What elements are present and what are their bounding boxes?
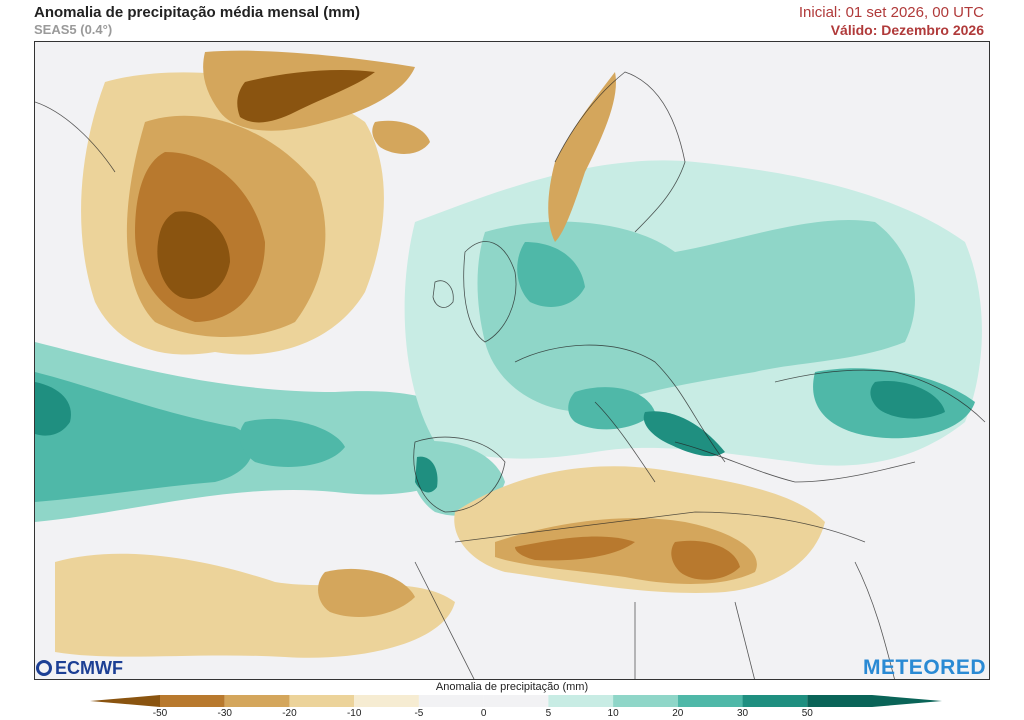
colorbar-segment xyxy=(742,695,808,707)
libya-dry-strong xyxy=(671,540,740,580)
colorbar-label: Anomalia de precipitação (mm) xyxy=(435,681,589,693)
initial-date: Inicial: 01 set 2026, 00 UTC xyxy=(798,4,984,21)
iceland-dry xyxy=(372,120,430,154)
balkans-wet xyxy=(643,411,725,457)
colorbar-tick-label: -20 xyxy=(282,708,297,719)
atlantic-dry-max xyxy=(157,211,230,299)
subtropical-wet-core xyxy=(35,372,253,502)
iberia-wet-core xyxy=(415,456,438,493)
colorbar-tick-label: 0 xyxy=(480,708,487,719)
colorbar-right-arrow xyxy=(872,695,942,707)
north-africa-dry-strong xyxy=(515,536,635,561)
alps-wet xyxy=(568,387,655,430)
colorbar-tick-label: 10 xyxy=(607,708,619,719)
greenland-dry-core xyxy=(237,70,375,123)
colorbar-tick-label: 20 xyxy=(672,708,684,719)
meteored-logo: METEORED xyxy=(862,656,986,679)
colorbar-segment xyxy=(483,695,549,707)
colorbar-tick-label: -30 xyxy=(217,708,232,719)
colorbar-segment xyxy=(289,695,355,707)
colorbar-tick-label: -10 xyxy=(346,708,362,719)
norway-dry xyxy=(548,72,616,242)
coastlines xyxy=(35,71,986,679)
colorbar-tick-label: -50 xyxy=(152,708,168,719)
colorbar xyxy=(90,695,942,707)
colorbar-segment xyxy=(224,695,290,707)
colorbar-tick-label: 30 xyxy=(736,708,749,719)
colorbar-segment xyxy=(613,695,678,707)
colorbar-tick-label: -5 xyxy=(414,708,424,719)
subtropical-dry xyxy=(55,553,455,658)
colorbar-segment xyxy=(807,695,872,707)
colorbar-segment xyxy=(548,695,614,707)
precipitation-anomaly-map[interactable] xyxy=(34,41,990,680)
map-canvas xyxy=(35,42,989,679)
north-sea-wet xyxy=(517,242,585,307)
chart-title: Anomalia de precipitação média mensal (m… xyxy=(34,4,360,21)
subtropical-wet-max xyxy=(35,382,71,436)
colorbar-segment xyxy=(418,695,484,707)
colorbar-tick-label: 5 xyxy=(545,708,552,719)
colorbar-tick-label: 50 xyxy=(801,708,813,719)
europe-wet-core xyxy=(477,219,915,412)
chart-subtitle: SEAS5 (0.4°) xyxy=(34,22,113,37)
colorbar-segment xyxy=(677,695,743,707)
colorbar-left-arrow xyxy=(90,695,160,707)
valid-date: Válido: Dezembro 2026 xyxy=(830,22,984,38)
colorbar-segment xyxy=(160,695,225,707)
subtropical-wet-east xyxy=(239,418,345,467)
subtropical-dry-core xyxy=(318,568,415,617)
ecmwf-logo: ECMWF xyxy=(36,658,123,679)
colorbar-segment xyxy=(354,695,419,707)
turkey-wet-core xyxy=(870,381,945,419)
ecmwf-icon xyxy=(36,660,52,676)
